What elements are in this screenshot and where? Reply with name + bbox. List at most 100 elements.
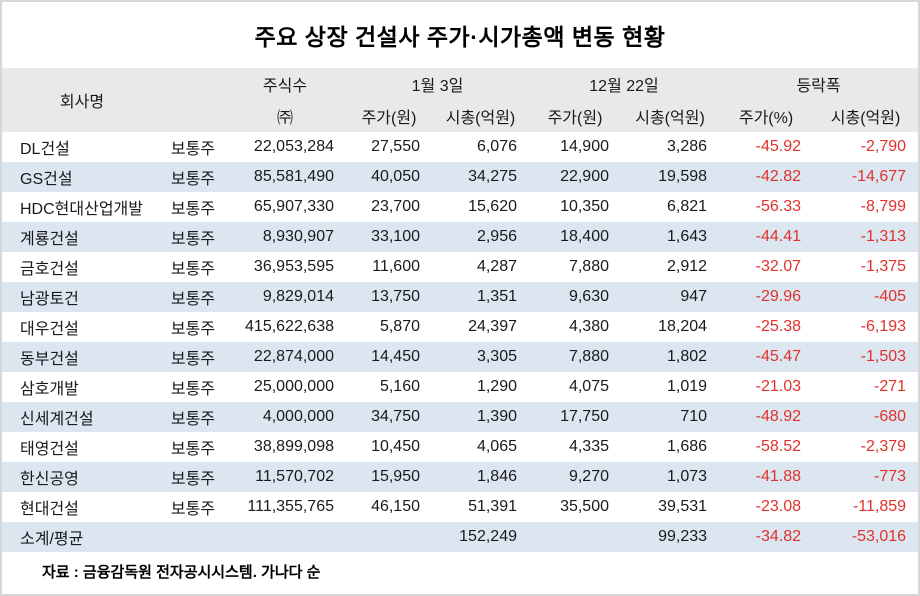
company-cell: 계룡건설 [2, 222, 162, 252]
share-type-cell: 보통주 [170, 321, 216, 338]
chg-mcap-cell: -53,016 [813, 522, 918, 552]
dec-price-cell: 35,500 [560, 498, 609, 515]
table-row: 동부건설 보통주 22,874,000 14,450 3,305 7,880 1,802 -4… [2, 342, 918, 372]
table-row: 현대건설 보통주 111,355,765 46,150 51,391 35,500 39,5… [2, 492, 918, 522]
company-cell: 금호건설 [20, 261, 79, 278]
company-cell: 한신공영 [2, 462, 162, 492]
table-row: 대우건설 보통주 415,622,638 5,870 24,397 4,380 18,204… [2, 312, 918, 342]
chg-mcap-cell: -773 [813, 462, 918, 492]
jan-mcap-cell: 1,351 [432, 282, 529, 312]
header-dec-mcap: 시총(억원) [621, 100, 720, 132]
dec-price-cell: 10,350 [560, 198, 609, 215]
table-header: 회사명 주식수 1월 3일 12월 22일 등락폭 ㈜ 주가(원) 시총(억원)… [2, 68, 918, 132]
table-row: 한신공영 보통주 11,570,702 15,950 1,846 9,270 1,073 -4… [2, 462, 918, 492]
header-share-type [162, 68, 224, 132]
shares-cell: 4,000,000 [224, 402, 346, 432]
dec-price-cell: 18,400 [529, 222, 621, 252]
jan-price-cell: 40,050 [346, 162, 432, 192]
share-type-cell: 보통주 [170, 441, 216, 458]
share-type-cell: 보통주 [170, 381, 216, 398]
jan-price-cell: 10,450 [371, 438, 420, 455]
share-type-cell: 보통주 [170, 141, 216, 158]
company-cell: 신세계건설 [2, 402, 162, 432]
chg-mcap-cell: -14,677 [813, 162, 918, 192]
jan-price-cell: 11,600 [372, 258, 420, 275]
share-type-cell: 보통주 [162, 462, 224, 492]
table-row: DL건설 보통주 22,053,284 27,550 6,076 14,900 3,286 -… [2, 132, 918, 162]
dec-mcap-cell: 6,821 [666, 198, 708, 215]
jan-mcap-cell: 152,249 [432, 522, 529, 552]
header-dec22: 12월 22일 [529, 68, 720, 100]
jan-price-cell [346, 522, 432, 552]
jan-mcap-cell: 6,076 [476, 138, 517, 155]
dec-mcap-cell: 19,598 [621, 162, 720, 192]
jan-mcap-cell: 3,305 [432, 342, 529, 372]
dec-mcap-cell: 947 [621, 282, 720, 312]
dec-mcap-cell: 2,912 [666, 258, 708, 275]
jan-mcap-cell: 1,390 [432, 402, 529, 432]
dec-mcap-cell: 3,286 [666, 138, 708, 155]
dec-price-cell: 7,880 [529, 342, 621, 372]
jan-price-cell: 15,950 [346, 462, 432, 492]
table-row: 남광토건 보통주 9,829,014 13,750 1,351 9,630 947 -29.9… [2, 282, 918, 312]
shares-cell: 38,899,098 [253, 438, 334, 455]
header-chg-mcap: 시총(억원) [813, 100, 918, 132]
chg-price-cell: -58.52 [755, 438, 802, 455]
dec-mcap-cell: 1,686 [666, 438, 708, 455]
chg-price-cell: -48.92 [719, 402, 814, 432]
shares-cell: 22,874,000 [224, 342, 346, 372]
shares-cell: 111,355,765 [247, 498, 334, 515]
company-cell: 동부건설 [2, 342, 162, 372]
chg-price-cell: -45.47 [719, 342, 814, 372]
dec-mcap-cell: 710 [621, 402, 720, 432]
header-company: 회사명 [2, 68, 162, 132]
dec-mcap-cell: 1,019 [666, 378, 708, 395]
share-type-cell: 보통주 [170, 201, 216, 218]
shares-cell: 36,953,595 [253, 258, 334, 275]
jan-price-cell: 13,750 [346, 282, 432, 312]
dec-mcap-cell: 39,531 [658, 498, 708, 515]
share-type-cell: 보통주 [162, 282, 224, 312]
chg-mcap-cell: -405 [813, 282, 918, 312]
share-type-cell: 보통주 [162, 222, 224, 252]
chg-mcap-cell: -680 [813, 402, 918, 432]
company-cell: 삼호개발 [20, 381, 79, 398]
page-title: 주요 상장 건설사 주가·시가총액 변동 현황 [254, 24, 666, 50]
table-row: 계룡건설 보통주 8,930,907 33,100 2,956 18,400 1,643 -4… [2, 222, 918, 252]
header-shares-unit: ㈜ [224, 100, 346, 132]
jan-price-cell: 5,160 [379, 378, 420, 395]
table-row: 삼호개발 보통주 25,000,000 5,160 1,290 4,075 1,019 -21… [2, 372, 918, 402]
chg-mcap-cell: -2,379 [860, 438, 907, 455]
chg-mcap-cell: -1,503 [813, 342, 918, 372]
header-jan3: 1월 3일 [346, 68, 529, 100]
company-cell: 대우건설 [20, 321, 79, 338]
jan-mcap-cell: 24,397 [468, 318, 517, 335]
table-row: 신세계건설 보통주 4,000,000 34,750 1,390 17,750 710 -48… [2, 402, 918, 432]
dec-mcap-cell: 99,233 [621, 522, 720, 552]
jan-price-cell: 23,700 [371, 198, 420, 215]
dec-price-cell: 4,075 [568, 378, 609, 395]
jan-mcap-cell: 51,391 [468, 498, 517, 515]
shares-cell: 415,622,638 [245, 318, 334, 335]
stock-table: 회사명 주식수 1월 3일 12월 22일 등락폭 ㈜ 주가(원) 시총(억원)… [2, 68, 918, 552]
dec-mcap-cell: 18,204 [658, 318, 708, 335]
jan-mcap-cell: 15,620 [468, 198, 517, 215]
header-shares: 주식수 [224, 68, 346, 100]
dec-mcap-cell: 1,073 [621, 462, 720, 492]
shares-cell: 65,907,330 [253, 198, 334, 215]
company-cell: 현대건설 [20, 501, 79, 518]
dec-price-cell: 7,880 [568, 258, 609, 275]
jan-price-cell: 34,750 [346, 402, 432, 432]
table-row: 금호건설 보통주 36,953,595 11,600 4,287 7,880 2,912 -3… [2, 252, 918, 282]
dec-price-cell: 22,900 [529, 162, 621, 192]
dec-price-cell: 9,270 [529, 462, 621, 492]
jan-mcap-cell: 2,956 [432, 222, 529, 252]
share-type-cell: 보통주 [170, 261, 216, 278]
header-row-groups: 회사명 주식수 1월 3일 12월 22일 등락폭 [2, 68, 918, 132]
company-cell: GS건설 [2, 162, 162, 192]
shares-cell [224, 522, 346, 552]
share-type-cell [162, 522, 224, 552]
shares-cell: 11,570,702 [224, 462, 346, 492]
total-row: 소계/평균 152,249 99,233 -34.82 -53,016 [2, 522, 918, 552]
